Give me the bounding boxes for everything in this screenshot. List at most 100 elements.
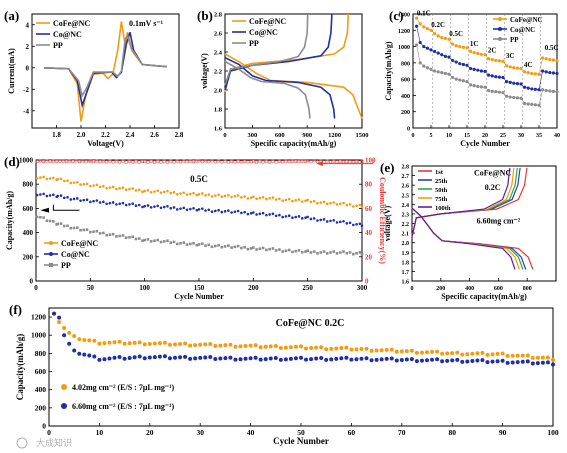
rate-point-CoFe@NC bbox=[490, 58, 494, 62]
cycle-point-f bbox=[122, 356, 127, 361]
cycle-point-f bbox=[62, 333, 67, 338]
cycle-point-PP bbox=[332, 250, 336, 253]
y-axis-label: Capacity(mAh/g) bbox=[5, 191, 14, 250]
cycle-point-f bbox=[475, 351, 480, 356]
x-tick-label: 150 bbox=[194, 284, 205, 292]
rate-point-Co@NC bbox=[523, 85, 527, 89]
rate-point-CoFe@NC bbox=[479, 52, 483, 56]
rate-point-PP bbox=[530, 102, 534, 106]
cycle-point-PP bbox=[166, 239, 169, 242]
cycle-point-Co@NC bbox=[227, 209, 230, 212]
ce-point bbox=[121, 159, 125, 163]
cycle-point-CoFe@NC bbox=[322, 200, 326, 204]
cycle-point-f bbox=[183, 341, 188, 346]
cycle-point-f bbox=[419, 350, 424, 355]
legend-label: 50th bbox=[435, 187, 448, 194]
cycle-point-CoFe@NC bbox=[204, 194, 207, 197]
ce-point bbox=[338, 159, 342, 163]
cycle-point-CoFe@NC bbox=[338, 202, 342, 206]
cycle-point-f bbox=[409, 357, 414, 362]
rate-point-Co@NC bbox=[512, 81, 516, 85]
cycle-point-Co@NC bbox=[169, 206, 173, 210]
ce-point bbox=[88, 159, 92, 163]
cycle-point-PP bbox=[246, 247, 250, 251]
cycle-point-f bbox=[147, 355, 152, 360]
cycle-point-f bbox=[520, 359, 525, 364]
ce-point bbox=[172, 160, 176, 164]
cycle-point-PP bbox=[45, 219, 49, 222]
rate-point-PP bbox=[461, 79, 465, 83]
rate-point-CoFe@NC bbox=[458, 44, 462, 49]
ce-point bbox=[188, 159, 192, 163]
x-tick-label: 2.4 bbox=[126, 131, 135, 139]
cycle-point-CoFe@NC bbox=[52, 176, 55, 180]
cycle-point-f bbox=[268, 344, 273, 349]
legend-label: PP bbox=[53, 41, 63, 50]
cycle-point-f bbox=[460, 359, 465, 364]
x-tick-label: 2.8 bbox=[175, 131, 184, 139]
y-tick-label: 2.6 bbox=[402, 184, 410, 190]
cycle-point-f bbox=[288, 345, 293, 350]
cycle-point-f bbox=[258, 357, 263, 362]
cycle-point-f bbox=[470, 359, 475, 364]
ce-point bbox=[128, 159, 131, 163]
rate-point-Co@NC bbox=[501, 75, 505, 80]
y-tick-label: 1.7 bbox=[402, 270, 410, 276]
cycle-point-f bbox=[455, 357, 460, 362]
rate-point-PP bbox=[515, 96, 520, 100]
x-tick-label: 5 bbox=[430, 133, 433, 139]
ce-point bbox=[268, 160, 272, 164]
rate-point-CoFe@NC bbox=[429, 28, 433, 32]
ce-point bbox=[251, 159, 255, 163]
cycle-point-CoFe@NC bbox=[240, 196, 243, 199]
cycle-point-f bbox=[248, 356, 253, 361]
cycle-point-f bbox=[248, 343, 253, 348]
cycle-point-Co@NC bbox=[111, 201, 115, 204]
rate-point-CoFe@NC bbox=[508, 65, 512, 69]
cycle-point-CoFe@NC bbox=[166, 189, 169, 193]
ce-point bbox=[264, 159, 268, 163]
cv-curve-PP bbox=[44, 33, 167, 98]
x-tick-label: 1200 bbox=[328, 132, 341, 139]
cycle-point-f bbox=[233, 344, 238, 349]
cycle-point-PP bbox=[268, 247, 271, 251]
cycle-point-Co@NC bbox=[175, 208, 179, 211]
cycle-point-f bbox=[324, 357, 329, 362]
cycle-point-PP bbox=[156, 238, 160, 242]
cycle-point-CoFe@NC bbox=[274, 198, 278, 201]
ce-point bbox=[124, 160, 128, 164]
gcd-curve-PP-discharge bbox=[224, 60, 311, 119]
cycle-point-f bbox=[67, 341, 72, 346]
cycle-point-f bbox=[188, 356, 193, 361]
rate-point-Co@NC bbox=[487, 73, 491, 77]
cycle-point-CoFe@NC bbox=[200, 192, 204, 195]
cycle-point-f bbox=[339, 346, 344, 351]
ce-point bbox=[329, 160, 332, 164]
capacity-arrow-head bbox=[40, 207, 50, 213]
cycle-point-Co@NC bbox=[204, 209, 207, 212]
legend-marker bbox=[498, 27, 502, 31]
legend-label: CoFe@NC bbox=[61, 239, 98, 248]
ce-point bbox=[81, 159, 85, 163]
x-tick-label: 400 bbox=[465, 286, 474, 292]
panel-label: (a) bbox=[4, 8, 19, 23]
x-tick-label: 250 bbox=[302, 284, 313, 292]
cycle-point-f bbox=[540, 355, 545, 360]
cycle-point-Co@NC bbox=[48, 194, 52, 197]
cycle-point-f bbox=[162, 340, 167, 345]
cycle-point-f bbox=[419, 358, 424, 363]
cycle-point-CoFe@NC bbox=[217, 193, 220, 197]
rate-point-PP bbox=[425, 66, 429, 70]
cycle-point-CoFe@NC bbox=[233, 194, 237, 198]
cycle-point-f bbox=[329, 346, 334, 351]
cycle-point-f bbox=[304, 346, 309, 351]
cycle-point-CoFe@NC bbox=[300, 200, 304, 203]
cycle-point-f bbox=[465, 359, 470, 364]
y2-tick-label: 40 bbox=[365, 229, 373, 237]
cycle-point-PP bbox=[62, 224, 66, 228]
y-tick-label: 0 bbox=[26, 64, 30, 72]
x-tick-label: 20 bbox=[482, 133, 488, 139]
cycle-point-CoFe@NC bbox=[92, 184, 95, 187]
x-tick-label: 2.6 bbox=[150, 131, 159, 139]
scan-rate-annotation: 0.1mV s⁻¹ bbox=[129, 19, 164, 28]
